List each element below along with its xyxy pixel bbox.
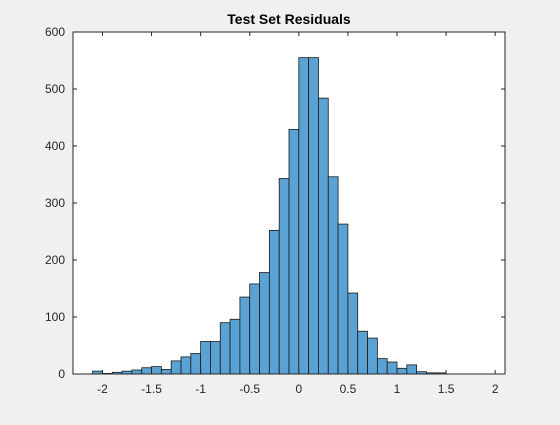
x-tick-label: -2 (97, 382, 108, 396)
histogram-bar (386, 361, 398, 375)
histogram-bar (406, 364, 418, 375)
histogram-bar (249, 283, 260, 375)
histogram-bar (318, 97, 329, 375)
histogram-bar (357, 330, 368, 375)
y-tick-label: 0 (58, 367, 65, 381)
histogram-bar (376, 358, 388, 375)
histogram-bar (298, 57, 310, 375)
x-tick-label: -1.5 (141, 382, 162, 396)
histogram-bar (200, 341, 211, 375)
x-tick-label: 1 (394, 382, 401, 396)
histogram-bar (229, 318, 241, 375)
histogram-bar (367, 337, 378, 375)
histogram-bar (396, 367, 408, 375)
histogram-bar (210, 341, 221, 375)
histogram-bar (347, 292, 359, 375)
histogram-bar (288, 129, 300, 375)
histogram-bar (239, 296, 251, 375)
histogram-bar (308, 57, 319, 375)
y-tick-label: 300 (45, 196, 65, 210)
y-tick-label: 500 (45, 82, 65, 96)
y-tick-label: 400 (45, 139, 65, 153)
histogram-bar (337, 223, 349, 375)
y-tick-label: 200 (45, 253, 65, 267)
histogram-bar (327, 176, 339, 375)
histogram-bar (141, 367, 152, 375)
histogram-bar (268, 229, 280, 375)
histogram-bar (160, 369, 172, 375)
axes-box (72, 31, 506, 375)
histogram-bar (151, 366, 162, 375)
histogram-bar (131, 369, 143, 375)
histogram-bar (180, 356, 192, 375)
chart-title: Test Set Residuals (227, 11, 351, 27)
x-ticks-group: -2 -1.5 -1 -0.5 0 0.5 1 1.5 2 (97, 32, 499, 396)
y-tick-label: 100 (45, 310, 65, 324)
y-ticks-group: 0 100 200 300 400 500 600 (45, 25, 505, 381)
histogram-bar (259, 272, 270, 375)
histogram-bar (170, 360, 182, 375)
histogram-bar (278, 178, 290, 375)
x-tick-label: -1 (195, 382, 206, 396)
x-tick-label: 1.5 (438, 382, 455, 396)
y-tick-label: 600 (45, 25, 65, 39)
histogram-bar (219, 322, 231, 375)
x-tick-label: -0.5 (239, 382, 260, 396)
x-tick-label: 0.5 (340, 382, 357, 396)
histogram-bar (190, 353, 202, 375)
x-tick-label: 2 (492, 382, 499, 396)
x-tick-label: 0 (295, 382, 302, 396)
